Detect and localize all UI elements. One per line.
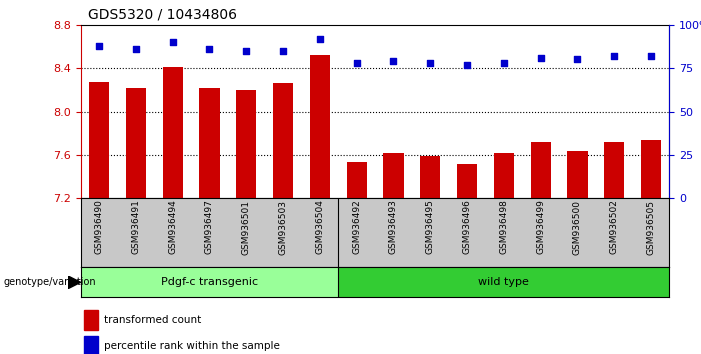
Text: transformed count: transformed count (104, 315, 200, 325)
Bar (81, 267, 338, 297)
Bar (273, 83, 293, 198)
Text: genotype/variation: genotype/variation (4, 277, 96, 287)
Text: GSM936502: GSM936502 (610, 200, 619, 255)
Bar (199, 88, 219, 198)
Bar (89, 82, 109, 198)
Bar (83, 310, 97, 330)
Point (388, 58, 399, 64)
Point (572, 57, 583, 62)
Polygon shape (68, 276, 81, 289)
Point (425, 60, 436, 66)
Bar (641, 140, 661, 198)
Point (240, 48, 252, 53)
Point (608, 53, 620, 59)
Point (130, 46, 142, 52)
Text: GSM936498: GSM936498 (499, 200, 508, 255)
Text: GSM936504: GSM936504 (315, 200, 325, 255)
Point (278, 48, 289, 53)
Bar (163, 67, 183, 198)
Bar (338, 267, 669, 297)
Bar (457, 164, 477, 198)
Text: GSM936500: GSM936500 (573, 200, 582, 255)
Bar (125, 88, 146, 198)
Text: GSM936499: GSM936499 (536, 200, 545, 255)
Point (646, 53, 657, 59)
Text: GSM936501: GSM936501 (242, 200, 251, 255)
Text: GSM936493: GSM936493 (389, 200, 398, 255)
Text: GSM936492: GSM936492 (352, 200, 361, 255)
Point (93, 43, 104, 48)
Text: GSM936494: GSM936494 (168, 200, 177, 255)
Text: percentile rank within the sample: percentile rank within the sample (104, 341, 280, 351)
Bar (383, 153, 404, 198)
Bar (83, 336, 97, 354)
Text: GSM936490: GSM936490 (95, 200, 104, 255)
Text: GSM936505: GSM936505 (646, 200, 655, 255)
Bar (310, 55, 330, 198)
Text: Pdgf-c transgenic: Pdgf-c transgenic (161, 277, 258, 287)
Bar (236, 90, 257, 198)
Text: GSM936496: GSM936496 (463, 200, 472, 255)
Text: GDS5320 / 10434806: GDS5320 / 10434806 (88, 7, 237, 21)
Point (498, 60, 510, 66)
Bar (567, 150, 587, 198)
Text: GSM936495: GSM936495 (426, 200, 435, 255)
Text: GSM936497: GSM936497 (205, 200, 214, 255)
Bar (420, 156, 440, 198)
Bar (531, 142, 551, 198)
Bar (346, 162, 367, 198)
Point (314, 36, 325, 41)
Point (535, 55, 546, 61)
Text: GSM936503: GSM936503 (278, 200, 287, 255)
Point (167, 39, 178, 45)
Point (461, 62, 472, 68)
Text: GSM936491: GSM936491 (131, 200, 140, 255)
Bar (494, 153, 514, 198)
Point (204, 46, 215, 52)
Text: wild type: wild type (478, 277, 529, 287)
Point (351, 60, 362, 66)
Bar (604, 142, 625, 198)
